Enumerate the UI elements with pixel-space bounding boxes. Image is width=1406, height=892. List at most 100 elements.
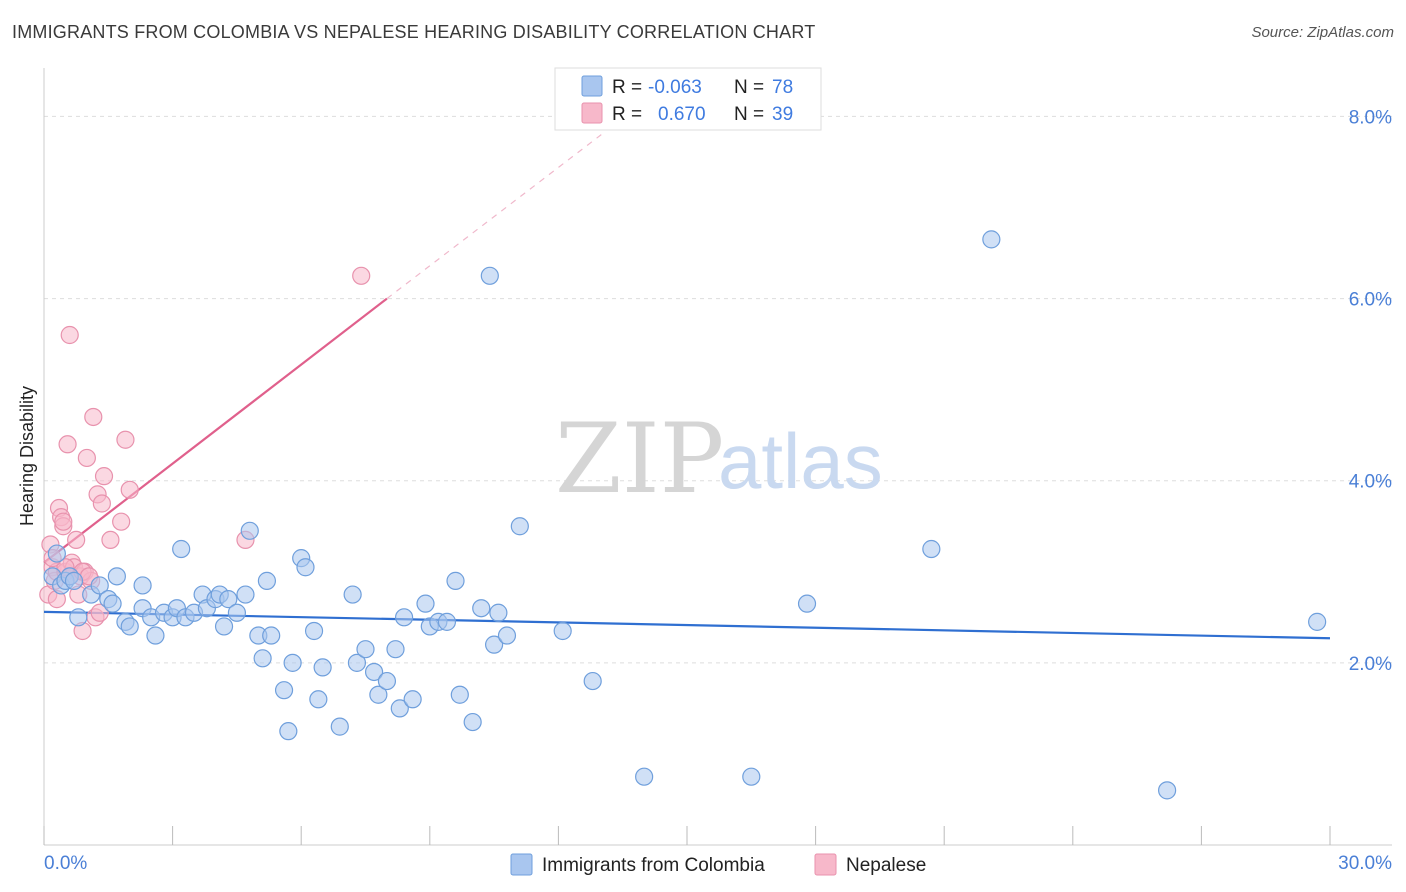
colombia-point bbox=[403, 690, 422, 709]
x-tick-label-max: 30.0% bbox=[1338, 853, 1392, 874]
colombia-point bbox=[240, 521, 259, 540]
legend-swatch-blue bbox=[581, 75, 603, 97]
colombia-point bbox=[1308, 612, 1327, 631]
gridlines bbox=[44, 115, 1392, 664]
y-tick-label: 4.0% bbox=[1349, 472, 1392, 493]
colombia-point bbox=[146, 626, 165, 645]
watermark: ZIP atlas bbox=[555, 403, 883, 515]
x-ticks bbox=[43, 826, 1331, 845]
legend-n-value-2: 39 bbox=[772, 104, 793, 125]
source-credit: Source: ZipAtlas.com bbox=[1251, 24, 1394, 41]
colombia-point bbox=[982, 230, 1001, 249]
colombia-point bbox=[480, 266, 499, 285]
colombia-points bbox=[43, 230, 1327, 800]
legend-r-label-1: R = bbox=[612, 77, 642, 98]
chart-title: IMMIGRANTS FROM COLOMBIA VS NEPALESE HEA… bbox=[12, 22, 816, 42]
x-tick-label-min: 0.0% bbox=[44, 853, 87, 874]
nepalese-point bbox=[84, 407, 103, 427]
stats-legend: R = -0.063 N = 78 R = 0.670 N = 39 bbox=[554, 67, 822, 131]
legend-swatch-pink bbox=[581, 102, 603, 124]
nepalese-point bbox=[116, 430, 135, 449]
legend-n-label-2: N = bbox=[734, 104, 764, 125]
legend-r-value-1: -0.063 bbox=[648, 77, 702, 98]
colombia-point bbox=[485, 635, 504, 654]
colombia-point bbox=[274, 681, 294, 700]
colombia-point bbox=[253, 649, 272, 668]
colombia-point bbox=[107, 567, 126, 586]
colombia-point bbox=[120, 617, 139, 636]
colombia-point bbox=[64, 571, 84, 590]
colombia-point bbox=[227, 603, 246, 622]
colombia-point bbox=[1158, 781, 1177, 800]
nepalese-point bbox=[58, 435, 77, 454]
nepalese-trend-extension bbox=[386, 134, 602, 300]
colombia-point bbox=[279, 722, 298, 741]
colombia-point bbox=[214, 617, 234, 636]
colombia-point bbox=[635, 767, 654, 786]
colombia-point bbox=[313, 658, 332, 677]
colombia-point bbox=[510, 517, 529, 536]
colombia-point bbox=[369, 685, 388, 704]
nepalese-point bbox=[60, 325, 79, 345]
y-axis-label: Hearing Disability bbox=[17, 386, 37, 526]
colombia-point bbox=[283, 653, 302, 672]
colombia-point bbox=[133, 576, 152, 595]
colombia-point bbox=[472, 599, 491, 618]
colombia-point bbox=[262, 626, 281, 645]
nepalese-point bbox=[94, 467, 114, 486]
colombia-point bbox=[296, 558, 315, 577]
colombia-point bbox=[437, 612, 457, 631]
y-tick-labels: 2.0% 4.0% 6.0% 8.0% bbox=[1349, 107, 1392, 674]
nepalese-point bbox=[101, 530, 120, 550]
colombia-point bbox=[446, 571, 465, 590]
nepalese-point bbox=[120, 480, 139, 499]
colombia-point bbox=[47, 544, 66, 563]
legend-n-label-1: N = bbox=[734, 77, 764, 98]
colombia-point bbox=[330, 717, 349, 736]
colombia-point bbox=[450, 685, 469, 704]
colombia-point bbox=[236, 585, 255, 604]
series-legend: Immigrants from Colombia Nepalese bbox=[510, 853, 926, 876]
series-legend-swatch-colombia bbox=[510, 853, 533, 876]
colombia-point bbox=[377, 671, 397, 691]
watermark-atlas: atlas bbox=[718, 417, 883, 505]
colombia-point bbox=[172, 539, 191, 559]
colombia-point bbox=[343, 585, 362, 604]
colombia-point bbox=[394, 608, 414, 627]
colombia-point bbox=[364, 662, 384, 682]
y-tick-label: 2.0% bbox=[1349, 654, 1392, 675]
nepalese-point bbox=[352, 266, 371, 285]
watermark-zip: ZIP bbox=[555, 403, 724, 515]
nepalese-point bbox=[92, 494, 111, 513]
colombia-point bbox=[103, 594, 122, 613]
colombia-point bbox=[416, 594, 435, 613]
colombia-point bbox=[922, 539, 941, 559]
colombia-point bbox=[356, 640, 375, 659]
series-legend-swatch-nepalese bbox=[814, 853, 837, 876]
axes bbox=[43, 68, 1392, 846]
colombia-trend-line bbox=[43, 610, 1331, 640]
colombia-point bbox=[463, 712, 482, 732]
legend-r-value-2: 0.670 bbox=[658, 104, 706, 125]
colombia-point bbox=[219, 590, 238, 609]
colombia-point bbox=[390, 699, 409, 718]
series-legend-label-colombia: Immigrants from Colombia bbox=[542, 855, 765, 876]
colombia-point bbox=[489, 603, 508, 622]
colombia-point bbox=[304, 621, 324, 641]
legend-n-value-1: 78 bbox=[772, 77, 793, 98]
colombia-point bbox=[553, 621, 572, 641]
colombia-trend-segment bbox=[43, 610, 1331, 640]
colombia-point bbox=[90, 576, 109, 595]
nepalese-point bbox=[54, 512, 73, 531]
colombia-point bbox=[69, 608, 88, 627]
nepalese-point bbox=[67, 530, 86, 550]
y-tick-label: 8.0% bbox=[1349, 107, 1392, 128]
nepalese-point bbox=[77, 448, 96, 468]
y-tick-label: 6.0% bbox=[1349, 290, 1392, 311]
series-legend-label-nepalese: Nepalese bbox=[846, 855, 926, 876]
colombia-point bbox=[386, 640, 405, 659]
legend-r-label-2: R = bbox=[612, 104, 642, 125]
colombia-point bbox=[583, 671, 602, 691]
nepalese-point bbox=[112, 512, 131, 531]
